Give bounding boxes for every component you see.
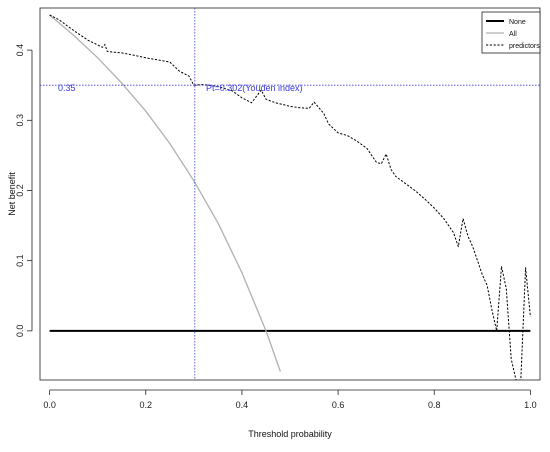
y-tick-label: 0.4 (15, 44, 25, 57)
y-tick-label: 0.3 (15, 114, 25, 127)
y-tick-label: 0.1 (15, 254, 25, 267)
plot-area (49, 14, 531, 380)
y-tick-label: 0.2 (15, 184, 25, 197)
plot-frame (39, 7, 541, 381)
legend-label-none: None (509, 19, 526, 26)
y-axis-title: Net benefit (7, 172, 17, 216)
series-line-all (49, 14, 282, 372)
x-tick-label: 0.8 (428, 400, 441, 410)
x-tick-label: 0.4 (236, 400, 249, 410)
x-axis: 0.0 0.2 0.4 0.6 0.8 1.0 (43, 389, 537, 410)
x-axis-title: Threshold probability (248, 429, 332, 439)
v-reference-label: Pt=0.302(Youden index) (206, 83, 303, 93)
legend-label-predictors: predictors (509, 43, 540, 50)
y-tick-label: 0.0 (15, 325, 25, 338)
h-reference-label: 0.35 (58, 83, 76, 93)
y-axis: 0.0 0.1 0.2 0.3 0.4 (15, 44, 33, 338)
x-tick-label: 0.2 (140, 400, 153, 410)
x-tick-label: 1.0 (524, 400, 537, 410)
series-line-predictors (49, 14, 531, 380)
legend: None All predictors (481, 11, 541, 54)
x-tick-label: 0.0 (43, 400, 56, 410)
reference-lines (40, 8, 540, 380)
legend-label-all: All (509, 31, 517, 38)
x-tick-label: 0.6 (332, 400, 345, 410)
